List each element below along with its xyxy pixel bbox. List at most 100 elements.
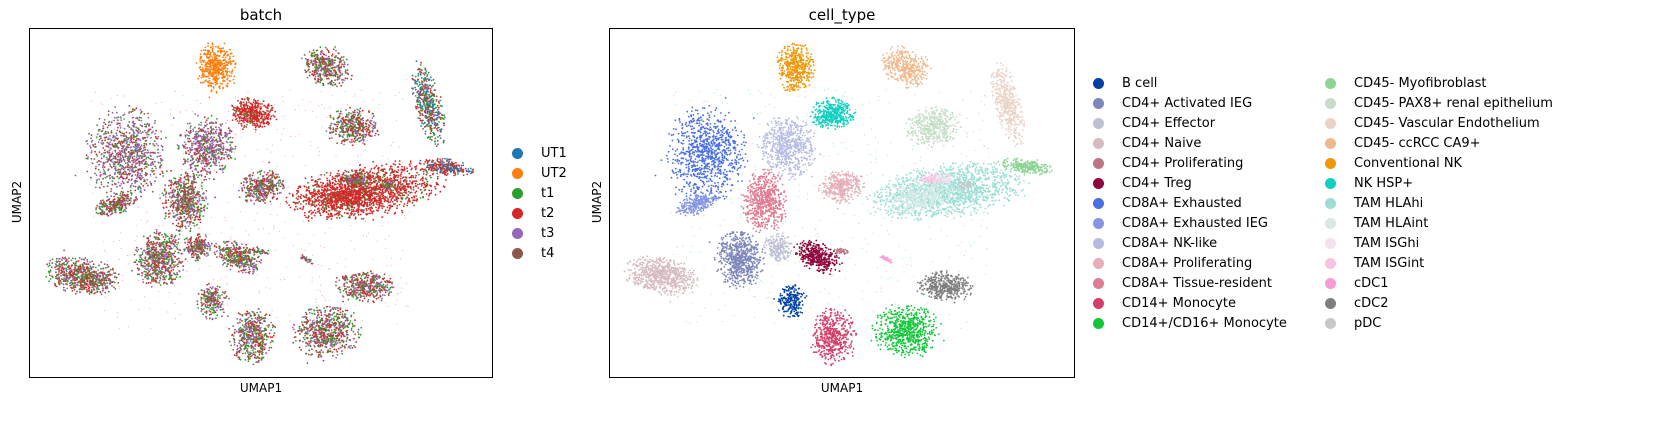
scatter-point [234, 145, 237, 148]
scatter-point [105, 208, 108, 211]
scatter-point [210, 90, 213, 93]
scatter-point [211, 56, 214, 58]
scatter-point [100, 205, 103, 208]
scatter-point [257, 99, 259, 102]
scatter-point [114, 193, 117, 196]
scatter-point [217, 303, 220, 306]
scatter-point [121, 180, 124, 183]
scatter-point [210, 157, 213, 160]
scatter-point [155, 137, 158, 140]
scatter-point [167, 267, 169, 270]
scatter-point [204, 156, 207, 159]
scatter-point [256, 268, 259, 271]
scatter-point [188, 207, 191, 209]
scatter-point [186, 237, 188, 240]
scatter-point [144, 136, 147, 139]
scatter-point [179, 225, 182, 228]
scatter-point [98, 272, 101, 274]
scatter-point [78, 257, 81, 259]
scatter-point [98, 117, 101, 120]
scatter-point [179, 195, 182, 198]
scatter-point [179, 204, 182, 207]
scatter-point [223, 153, 226, 156]
scatter-point [116, 116, 118, 119]
scatter-point [156, 277, 158, 280]
scatter-point [215, 90, 218, 93]
scatter-point [171, 209, 174, 212]
scatter-point [113, 286, 115, 289]
scatter-point [94, 172, 96, 175]
scatter-point [120, 160, 123, 163]
scatter-point [66, 279, 68, 282]
scatter-point [223, 53, 226, 56]
scatter-point [219, 297, 221, 300]
scatter-point [150, 276, 153, 278]
scatter-point [205, 147, 208, 150]
scatter-point [119, 131, 121, 134]
scatter-point [204, 80, 206, 83]
scatter-point [90, 291, 93, 294]
scatter-point [80, 258, 83, 261]
scatter-point [203, 148, 205, 150]
scatter-point [140, 144, 143, 147]
scatter-point [164, 215, 167, 218]
scatter-point [127, 200, 129, 203]
scatter-point [209, 286, 212, 289]
scatter-point [138, 160, 140, 163]
scatter-point [172, 278, 175, 281]
scatter-point [189, 127, 192, 129]
scatter-point [202, 160, 205, 162]
scatter-point [176, 144, 179, 146]
scatter-point [79, 291, 81, 294]
scatter-point [119, 171, 122, 174]
scatter-point [193, 135, 196, 138]
scatter-point [114, 167, 116, 170]
scatter-point [216, 157, 218, 160]
scatter-point [200, 210, 203, 213]
scatter-point [103, 185, 105, 188]
scatter-point [217, 294, 220, 297]
scatter-point [220, 156, 223, 159]
scatter-point [110, 130, 113, 132]
scatter-point [189, 159, 192, 162]
scatter-point [209, 161, 212, 164]
scatter-point [106, 175, 108, 178]
scatter-point [187, 158, 189, 161]
scatter-point [104, 291, 107, 294]
scatter-point [145, 160, 147, 163]
scatter-point [220, 73, 223, 76]
scatter-point [157, 161, 160, 164]
scatter-point [190, 192, 193, 195]
scatter-point [138, 162, 141, 165]
scatter-point [197, 127, 200, 130]
scatter-point [139, 130, 142, 132]
scatter-point [107, 290, 110, 293]
scatter-point [143, 270, 146, 273]
scatter-point [122, 210, 125, 213]
scatter-point [155, 176, 157, 179]
scatter-point [219, 62, 222, 65]
scatter-point [116, 129, 119, 132]
scatter-point [112, 165, 115, 168]
scatter-point [136, 162, 138, 165]
scatter-point [115, 200, 118, 203]
scatter-point [182, 196, 185, 199]
scatter-point [206, 65, 209, 68]
scatter-point [125, 172, 127, 175]
scatter-point [241, 253, 243, 256]
scatter-point [113, 195, 116, 198]
scatter-point [130, 165, 132, 168]
scatter-point [140, 195, 142, 198]
scatter-point [175, 202, 178, 205]
scatter-point [169, 248, 171, 251]
scatter-point [122, 146, 124, 148]
scatter-point [210, 121, 213, 124]
scatter-point [213, 298, 215, 301]
scatter-point [154, 250, 157, 253]
scatter-point [178, 218, 181, 221]
scatter-point [218, 286, 221, 289]
scatter-point [194, 259, 197, 262]
scatter-point [159, 197, 162, 200]
scatter-point [133, 108, 136, 111]
scatter-point [239, 247, 242, 250]
